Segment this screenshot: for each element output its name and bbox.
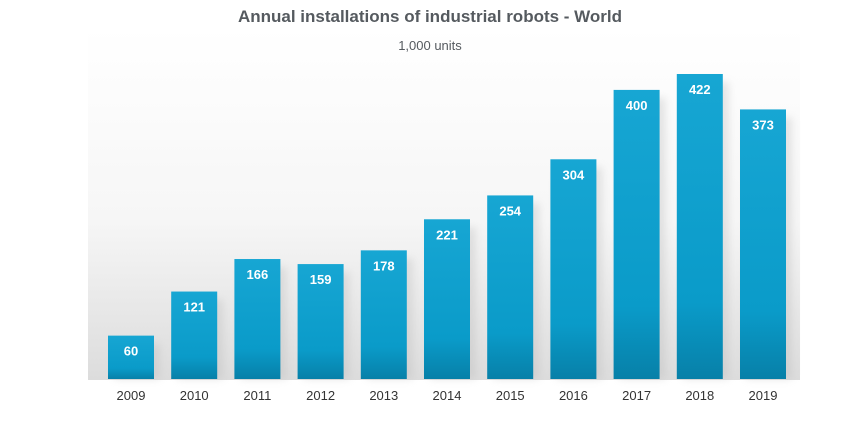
x-tick-2019: 2019 [749,388,778,403]
data-label-2013: 178 [373,258,395,273]
bars-group [108,74,786,380]
data-label-2019: 373 [752,117,774,132]
data-label-2010: 121 [183,300,205,315]
bar-2009 [108,335,154,379]
bar-2018 [676,74,723,379]
x-tick-2015: 2015 [496,388,525,403]
data-label-2016: 304 [563,167,585,182]
chart-title: Annual installations of industrial robot… [238,7,622,26]
bar-2015 [487,195,534,379]
x-tick-2009: 2009 [117,388,146,403]
bar-2017 [613,89,660,379]
x-tick-2016: 2016 [559,388,588,403]
data-label-2018: 422 [689,82,711,97]
data-label-2009: 60 [124,344,138,359]
bar-2014 [424,219,470,379]
bar-2013 [360,250,407,379]
x-tick-2014: 2014 [433,388,462,403]
data-label-2012: 159 [310,272,332,287]
x-tick-2013: 2013 [369,388,398,403]
x-tick-2018: 2018 [685,388,714,403]
bar-2016 [550,159,597,379]
x-tick-2012: 2012 [306,388,335,403]
x-tick-labels: 2009 2010 2011 2012 2013 2014 2015 2016 2017 2018… [117,388,778,403]
bar-2012 [297,264,344,379]
x-tick-2011: 2011 [243,388,271,403]
bar-2010 [171,291,218,379]
data-label-2014: 221 [436,227,458,242]
bar-2011 [234,259,281,379]
data-label-2011: 166 [247,267,269,282]
data-label-2017: 400 [626,98,648,113]
x-tick-2010: 2010 [180,388,209,403]
bar-labels-group: 60 121 166 159 178 221 254 304 400 422 373 [124,82,774,359]
x-tick-2017: 2017 [622,388,651,403]
chart-subtitle: 1,000 units [398,38,462,53]
data-label-2015: 254 [499,203,521,218]
bar-2019 [740,109,786,380]
